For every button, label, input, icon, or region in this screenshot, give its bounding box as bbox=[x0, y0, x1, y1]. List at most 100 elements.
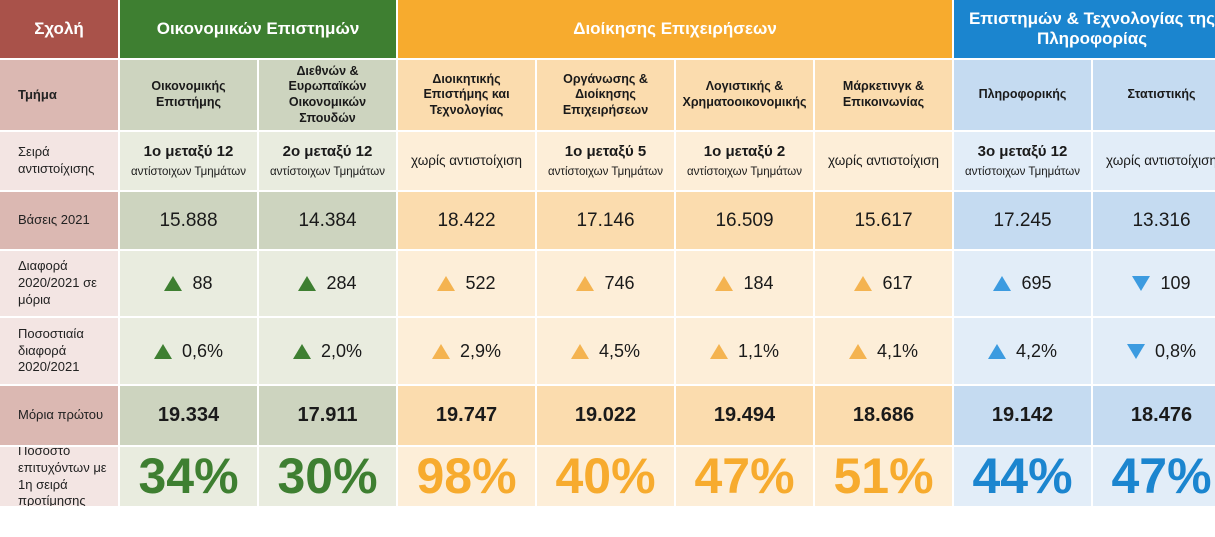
top-value: 19.494 bbox=[676, 386, 813, 445]
order-sub: αντίστοιχων Τμημάτων bbox=[131, 165, 246, 178]
triangle-up-icon bbox=[854, 276, 873, 291]
pct-diff-cell: 2,0% bbox=[259, 318, 396, 384]
pct-diff-value: 4,5% bbox=[598, 340, 641, 361]
diff-value: 746 bbox=[604, 273, 635, 294]
diff-cell: 88 bbox=[120, 251, 257, 316]
top-row-label: Μόρια πρώτου bbox=[0, 386, 118, 445]
diff-value: 109 bbox=[1160, 273, 1191, 294]
school-row-label: Σχολή bbox=[0, 0, 118, 58]
dept-name: Στατιστικής bbox=[1093, 60, 1215, 130]
diff-cell: 695 bbox=[954, 251, 1091, 316]
pct-diff-cell: 4,5% bbox=[537, 318, 674, 384]
base-value: 15.617 bbox=[815, 192, 952, 249]
base-value: 17.245 bbox=[954, 192, 1091, 249]
diff-cell: 109 bbox=[1093, 251, 1215, 316]
pct-diff-value: 1,1% bbox=[737, 340, 780, 361]
order-sub: αντίστοιχων Τμημάτων bbox=[548, 165, 663, 178]
base-value: 13.316 bbox=[1093, 192, 1215, 249]
top-value: 19.022 bbox=[537, 386, 674, 445]
diff-value: 695 bbox=[1021, 273, 1052, 294]
triangle-up-icon bbox=[848, 343, 867, 359]
pct-diff-row-label: Ποσοστιαία διαφορά 2020/2021 bbox=[0, 318, 118, 384]
dept-name: Διεθνών & Ευρωπαϊκών Οικονομικών Σπουδών bbox=[259, 60, 396, 130]
order-cell: 1ο μεταξύ 5 αντίστοιχων Τμημάτων bbox=[537, 132, 674, 190]
pct-diff-cell: 2,9% bbox=[398, 318, 535, 384]
order-plain: χωρίς αντιστοίχιση bbox=[1106, 152, 1215, 168]
success-percent: 34% bbox=[120, 447, 257, 506]
triangle-up-icon bbox=[164, 276, 183, 291]
order-sub: αντίστοιχων Τμημάτων bbox=[270, 165, 385, 178]
triangle-down-icon bbox=[1126, 343, 1145, 359]
success-percent: 51% bbox=[815, 447, 952, 506]
dept-name: Μάρκετινγκ & Επικοινωνίας bbox=[815, 60, 952, 130]
order-cell: 2ο μεταξύ 12 αντίστοιχων Τμημάτων bbox=[259, 132, 396, 190]
order-main: 1ο μεταξύ 5 bbox=[564, 142, 647, 160]
diff-value: 522 bbox=[465, 273, 496, 294]
success-row-label: Ποσοστό επιτυχόντων με 1η σειρά προτίμησ… bbox=[0, 447, 118, 506]
pct-diff-value: 2,0% bbox=[320, 340, 363, 361]
school-header-business: Διοίκησης Επιχειρήσεων bbox=[398, 0, 952, 58]
diff-row-label: Διαφορά 2020/2021 σε μόρια bbox=[0, 251, 118, 316]
base-value: 17.146 bbox=[537, 192, 674, 249]
order-sub: αντίστοιχων Τμημάτων bbox=[687, 165, 802, 178]
base-value: 14.384 bbox=[259, 192, 396, 249]
order-main: 3ο μεταξύ 12 bbox=[977, 142, 1068, 160]
dept-name: Λογιστικής & Χρηματοοικονομικής bbox=[676, 60, 813, 130]
pct-diff-value: 4,1% bbox=[876, 340, 919, 361]
base-value: 18.422 bbox=[398, 192, 535, 249]
diff-cell: 522 bbox=[398, 251, 535, 316]
top-value: 19.334 bbox=[120, 386, 257, 445]
pct-diff-value: 4,2% bbox=[1015, 340, 1058, 361]
triangle-down-icon bbox=[1132, 276, 1151, 291]
pct-diff-cell: 0,8% bbox=[1093, 318, 1215, 384]
order-cell: 1ο μεταξύ 2 αντίστοιχων Τμημάτων bbox=[676, 132, 813, 190]
order-cell: χωρίς αντιστοίχιση bbox=[815, 132, 952, 190]
pct-diff-cell: 4,2% bbox=[954, 318, 1091, 384]
dept-name: Πληροφορικής bbox=[954, 60, 1091, 130]
pct-diff-value: 2,9% bbox=[459, 340, 502, 361]
triangle-up-icon bbox=[431, 343, 450, 359]
order-plain: χωρίς αντιστοίχιση bbox=[828, 152, 939, 168]
top-value: 19.747 bbox=[398, 386, 535, 445]
dept-row-label: Τμήμα bbox=[0, 60, 118, 130]
order-main: 1ο μεταξύ 2 bbox=[703, 142, 786, 160]
order-plain: χωρίς αντιστοίχιση bbox=[411, 152, 522, 168]
order-row-label: Σειρά αντιστοίχισης bbox=[0, 132, 118, 190]
diff-value: 184 bbox=[743, 273, 774, 294]
triangle-up-icon bbox=[709, 343, 728, 359]
school-header-it: Επιστημών & Τεχνολογίας της Πληροφορίας bbox=[954, 0, 1215, 58]
order-cell: 3ο μεταξύ 12 αντίστοιχων Τμημάτων bbox=[954, 132, 1091, 190]
order-cell: χωρίς αντιστοίχιση bbox=[398, 132, 535, 190]
diff-cell: 617 bbox=[815, 251, 952, 316]
success-percent: 47% bbox=[676, 447, 813, 506]
order-cell: χωρίς αντιστοίχιση bbox=[1093, 132, 1215, 190]
top-value: 19.142 bbox=[954, 386, 1091, 445]
diff-cell: 284 bbox=[259, 251, 396, 316]
order-cell: 1ο μεταξύ 12 αντίστοιχων Τμημάτων bbox=[120, 132, 257, 190]
triangle-up-icon bbox=[987, 343, 1006, 359]
diff-cell: 184 bbox=[676, 251, 813, 316]
diff-value: 617 bbox=[882, 273, 913, 294]
triangle-up-icon bbox=[153, 343, 172, 359]
pct-diff-cell: 4,1% bbox=[815, 318, 952, 384]
top-value: 18.686 bbox=[815, 386, 952, 445]
diff-cell: 746 bbox=[537, 251, 674, 316]
dept-name: Διοικητικής Επιστήμης και Τεχνολογίας bbox=[398, 60, 535, 130]
pct-diff-cell: 0,6% bbox=[120, 318, 257, 384]
triangle-up-icon bbox=[576, 276, 595, 291]
success-percent: 44% bbox=[954, 447, 1091, 506]
triangle-up-icon bbox=[437, 276, 456, 291]
order-main: 1ο μεταξύ 12 bbox=[143, 142, 234, 160]
success-percent: 40% bbox=[537, 447, 674, 506]
triangle-up-icon bbox=[298, 276, 317, 291]
triangle-up-icon bbox=[715, 276, 734, 291]
triangle-up-icon bbox=[292, 343, 311, 359]
base-value: 15.888 bbox=[120, 192, 257, 249]
dept-name: Οικονομικής Επιστήμης bbox=[120, 60, 257, 130]
success-percent: 47% bbox=[1093, 447, 1215, 506]
top-value: 18.476 bbox=[1093, 386, 1215, 445]
order-main: 2ο μεταξύ 12 bbox=[282, 142, 373, 160]
top-value: 17.911 bbox=[259, 386, 396, 445]
pct-diff-cell: 1,1% bbox=[676, 318, 813, 384]
